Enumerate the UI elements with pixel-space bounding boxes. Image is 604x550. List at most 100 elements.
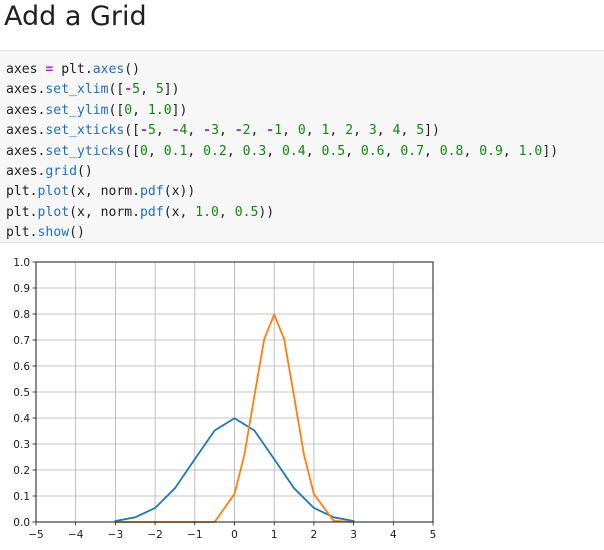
code-token: ,	[226, 143, 243, 159]
code-token: 0.7	[400, 143, 424, 159]
code-token: ,	[376, 123, 393, 139]
x-tick-label: 5	[430, 529, 437, 541]
code-token: -	[234, 123, 243, 139]
x-tick-label: 0	[231, 529, 238, 541]
code-line: axes.grid()	[6, 162, 558, 182]
code-token: ,	[400, 123, 417, 139]
code-token: 0.8	[439, 143, 464, 159]
code-token: ,	[218, 123, 235, 139]
code-token: ])	[171, 102, 188, 118]
code-token: plt.	[6, 204, 38, 220]
code-token: axes.	[6, 143, 46, 159]
code-token: ,	[132, 102, 148, 118]
code-token: ,	[266, 143, 283, 159]
code-token: ,	[502, 143, 519, 159]
code-token: 1.0	[518, 143, 543, 159]
series-line-1	[114, 417, 355, 522]
code-token: set_xticks	[45, 123, 125, 139]
code-token: 4	[179, 123, 188, 139]
series-line-2	[114, 313, 355, 523]
code-token: 1.0	[147, 102, 172, 118]
code-token: ,	[250, 123, 267, 139]
y-tick-label: 1.0	[13, 257, 30, 269]
code-token: 0.3	[242, 143, 267, 159]
y-tick-label: 0.8	[13, 309, 30, 321]
code-token: ,	[305, 143, 322, 159]
code-token: plt.	[6, 184, 38, 200]
code-token: axes.	[6, 123, 46, 139]
code-token: -	[266, 123, 275, 139]
code-token: 1.0	[195, 204, 219, 220]
x-tick-label: −3	[108, 529, 123, 541]
code-token: set_ylim	[45, 102, 109, 118]
code-token: ,	[345, 143, 361, 159]
code-token: 0.2	[203, 143, 227, 159]
code-token: ,	[463, 143, 480, 159]
code-token: 0.5	[321, 143, 346, 159]
code-token: (x))	[163, 184, 196, 200]
code-token: -	[124, 82, 133, 98]
code-line: plt.show()	[6, 223, 558, 243]
code-cell[interactable]: axes = plt.axes() axes.set_xlim([-5, 5]) a…	[0, 50, 604, 243]
code-token: pdf	[140, 204, 164, 220]
code-token: axes.	[6, 82, 46, 98]
code-token: -	[171, 123, 180, 139]
code-token: axes.	[6, 102, 46, 118]
code-token: ])	[163, 82, 180, 98]
y-tick-label: 0.5	[13, 387, 30, 399]
code-token: ,	[155, 123, 172, 139]
code-block: axes = plt.axes() axes.set_xlim([-5, 5]) a…	[6, 60, 558, 244]
code-token: ()	[124, 62, 141, 77]
code-token: ,	[140, 82, 156, 98]
code-token: ()	[76, 164, 93, 180]
x-tick-label: 4	[390, 529, 397, 541]
y-tick-label: 0.3	[13, 439, 30, 451]
y-tick-label: 0.7	[13, 335, 30, 347]
code-token: 5	[155, 82, 164, 98]
x-tick-label: −1	[187, 529, 202, 541]
y-tick-label: 0.9	[13, 283, 30, 295]
code-token: 3	[368, 123, 377, 139]
code-token: axes	[6, 62, 46, 77]
code-token: 2	[345, 123, 354, 139]
code-token: 0.9	[479, 143, 503, 159]
code-token: ,	[147, 143, 164, 159]
code-line: axes = plt.axes()	[6, 60, 558, 80]
code-token: (x,	[163, 204, 196, 220]
code-token: 0	[297, 123, 306, 139]
code-token: 3	[211, 123, 219, 139]
code-token: ))	[258, 204, 275, 220]
x-tick-label: 2	[311, 529, 318, 541]
code-token: ])	[424, 123, 440, 139]
code-token: set_yticks	[45, 143, 125, 159]
y-tick-label: 0.4	[13, 413, 30, 425]
page-title: Add a Grid	[4, 1, 147, 32]
code-token: plt.	[53, 62, 93, 77]
code-token: set_xlim	[45, 82, 109, 98]
code-token: grid	[45, 164, 77, 180]
code-token: ([	[124, 143, 141, 159]
code-token: ,	[384, 143, 401, 159]
code-token: ])	[542, 143, 559, 159]
code-line: axes.set_ylim([0, 1.0])	[6, 101, 558, 121]
code-token: 4	[392, 123, 401, 139]
code-token: 1	[274, 123, 283, 139]
code-token: 0.5	[234, 204, 259, 220]
code-token: plt.	[6, 225, 38, 241]
code-line: plt.plot(x, norm.pdf(x))	[6, 182, 558, 202]
y-tick-label: 0.2	[13, 465, 30, 477]
series-lines	[114, 313, 355, 523]
y-tick-label: 0.6	[13, 361, 30, 373]
code-token: -	[140, 123, 148, 139]
code-token: 0.1	[163, 143, 188, 159]
code-token: ([	[108, 82, 125, 98]
x-tick-label: 3	[350, 529, 357, 541]
code-line: axes.set_xticks([-5, -4, -3, -2, -1, 0, …	[6, 121, 558, 141]
code-token: plot	[37, 204, 70, 220]
code-token: 5	[416, 123, 425, 139]
code-token: 5	[147, 123, 156, 139]
code-token: 1	[321, 123, 330, 139]
code-token: ,	[282, 123, 298, 139]
y-tick-label: 0.1	[13, 491, 30, 503]
code-token: pdf	[140, 184, 164, 200]
